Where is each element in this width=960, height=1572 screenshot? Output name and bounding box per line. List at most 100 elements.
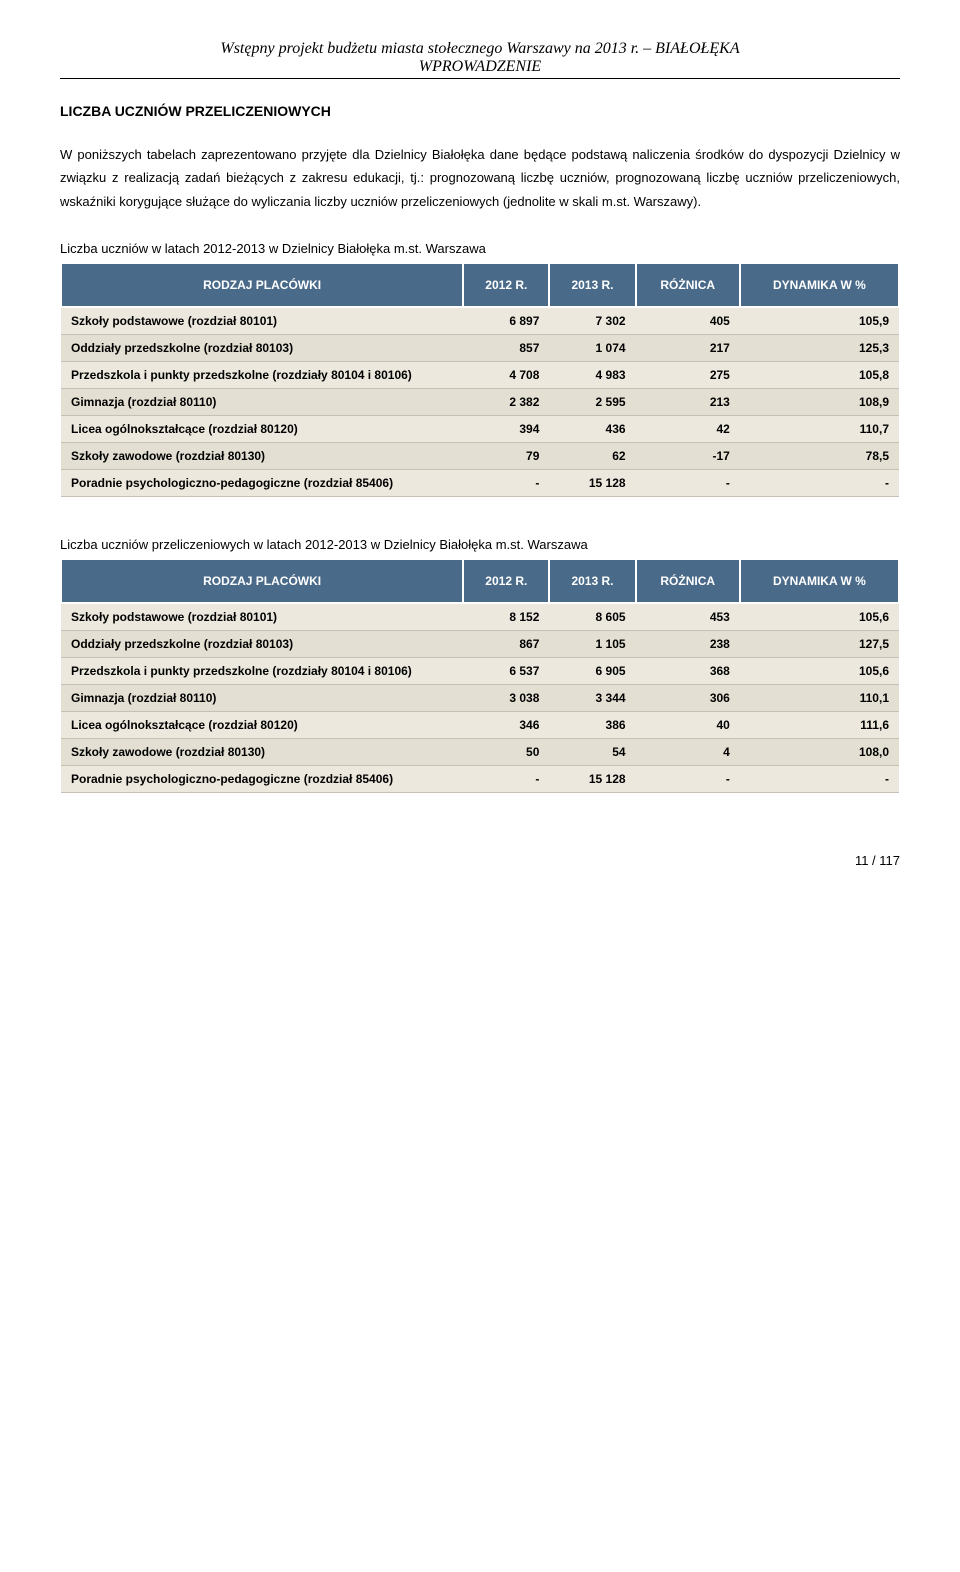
- table-1-caption: Liczba uczniów w latach 2012-2013 w Dzie…: [60, 241, 900, 256]
- cell-value: 4: [636, 739, 740, 766]
- cell-value: 7 302: [549, 307, 635, 335]
- cell-value: 217: [636, 335, 740, 362]
- cell-value: 111,6: [740, 712, 899, 739]
- cell-value: 213: [636, 389, 740, 416]
- cell-value: 54: [549, 739, 635, 766]
- table-row: Oddziały przedszkolne (rozdział 80103) 8…: [61, 631, 899, 658]
- cell-value: 8 605: [549, 603, 635, 631]
- table-row: Poradnie psychologiczno-pedagogiczne (ro…: [61, 766, 899, 793]
- col-header-2012: 2012 R.: [463, 263, 549, 307]
- cell-value: -: [463, 766, 549, 793]
- cell-value: 2 382: [463, 389, 549, 416]
- table-header-row: RODZAJ PLACÓWKI 2012 R. 2013 R. RÓŻNICA …: [61, 559, 899, 603]
- cell-value: 105,9: [740, 307, 899, 335]
- row-label: Poradnie psychologiczno-pedagogiczne (ro…: [61, 766, 463, 793]
- row-label: Licea ogólnokształcące (rozdział 80120): [61, 712, 463, 739]
- intro-paragraph: W poniższych tabelach zaprezentowano prz…: [60, 143, 900, 213]
- row-label: Szkoły zawodowe (rozdział 80130): [61, 443, 463, 470]
- cell-value: 857: [463, 335, 549, 362]
- table-row: Przedszkola i punkty przedszkolne (rozdz…: [61, 658, 899, 685]
- table-row: Szkoły podstawowe (rozdział 80101) 8 152…: [61, 603, 899, 631]
- table-row: Licea ogólnokształcące (rozdział 80120) …: [61, 712, 899, 739]
- cell-value: 15 128: [549, 470, 635, 497]
- header-line-1: Wstępny projekt budżetu miasta stołeczne…: [220, 40, 739, 57]
- col-header-2013: 2013 R.: [549, 263, 635, 307]
- cell-value: -: [740, 470, 899, 497]
- document-header: Wstępny projekt budżetu miasta stołeczne…: [60, 40, 900, 79]
- cell-value: 8 152: [463, 603, 549, 631]
- cell-value: 3 344: [549, 685, 635, 712]
- col-header-diff: RÓŻNICA: [636, 263, 740, 307]
- cell-value: 6 537: [463, 658, 549, 685]
- cell-value: 108,9: [740, 389, 899, 416]
- cell-value: 453: [636, 603, 740, 631]
- cell-value: 3 038: [463, 685, 549, 712]
- col-header-type: RODZAJ PLACÓWKI: [61, 263, 463, 307]
- cell-value: 62: [549, 443, 635, 470]
- table-row: Licea ogólnokształcące (rozdział 80120) …: [61, 416, 899, 443]
- cell-value: 105,6: [740, 603, 899, 631]
- cell-value: 436: [549, 416, 635, 443]
- table-row: Poradnie psychologiczno-pedagogiczne (ro…: [61, 470, 899, 497]
- cell-value: 275: [636, 362, 740, 389]
- section-title: LICZBA UCZNIÓW PRZELICZENIOWYCH: [60, 103, 900, 119]
- cell-value: -: [636, 766, 740, 793]
- cell-value: 1 105: [549, 631, 635, 658]
- cell-value: 125,3: [740, 335, 899, 362]
- col-header-2013: 2013 R.: [549, 559, 635, 603]
- row-label: Szkoły zawodowe (rozdział 80130): [61, 739, 463, 766]
- cell-value: 6 905: [549, 658, 635, 685]
- cell-value: 6 897: [463, 307, 549, 335]
- cell-value: 867: [463, 631, 549, 658]
- cell-value: 42: [636, 416, 740, 443]
- cell-value: 306: [636, 685, 740, 712]
- cell-value: 2 595: [549, 389, 635, 416]
- row-label: Licea ogólnokształcące (rozdział 80120): [61, 416, 463, 443]
- row-label: Oddziały przedszkolne (rozdział 80103): [61, 335, 463, 362]
- cell-value: 4 983: [549, 362, 635, 389]
- cell-value: 110,1: [740, 685, 899, 712]
- cell-value: 110,7: [740, 416, 899, 443]
- table-row: Szkoły podstawowe (rozdział 80101) 6 897…: [61, 307, 899, 335]
- col-header-2012: 2012 R.: [463, 559, 549, 603]
- row-label: Oddziały przedszkolne (rozdział 80103): [61, 631, 463, 658]
- cell-value: 15 128: [549, 766, 635, 793]
- row-label: Przedszkola i punkty przedszkolne (rozdz…: [61, 658, 463, 685]
- row-label: Gimnazja (rozdział 80110): [61, 685, 463, 712]
- cell-value: -: [636, 470, 740, 497]
- cell-value: 108,0: [740, 739, 899, 766]
- row-label: Poradnie psychologiczno-pedagogiczne (ro…: [61, 470, 463, 497]
- cell-value: 40: [636, 712, 740, 739]
- cell-value: -: [463, 470, 549, 497]
- row-label: Gimnazja (rozdział 80110): [61, 389, 463, 416]
- table-row: Gimnazja (rozdział 80110) 3 038 3 344 30…: [61, 685, 899, 712]
- cell-value: 50: [463, 739, 549, 766]
- cell-value: 105,8: [740, 362, 899, 389]
- table-students-converted: RODZAJ PLACÓWKI 2012 R. 2013 R. RÓŻNICA …: [60, 558, 900, 793]
- cell-value: 4 708: [463, 362, 549, 389]
- row-label: Przedszkola i punkty przedszkolne (rozdz…: [61, 362, 463, 389]
- table-students: RODZAJ PLACÓWKI 2012 R. 2013 R. RÓŻNICA …: [60, 262, 900, 497]
- cell-value: 386: [549, 712, 635, 739]
- cell-value: -: [740, 766, 899, 793]
- col-header-dynamics: DYNAMIKA W %: [740, 263, 899, 307]
- page-number: 11 / 117: [60, 853, 900, 868]
- cell-value: 105,6: [740, 658, 899, 685]
- cell-value: 79: [463, 443, 549, 470]
- table-row: Szkoły zawodowe (rozdział 80130) 50 54 4…: [61, 739, 899, 766]
- cell-value: 78,5: [740, 443, 899, 470]
- col-header-dynamics: DYNAMIKA W %: [740, 559, 899, 603]
- table-row: Oddziały przedszkolne (rozdział 80103) 8…: [61, 335, 899, 362]
- cell-value: 238: [636, 631, 740, 658]
- row-label: Szkoły podstawowe (rozdział 80101): [61, 603, 463, 631]
- cell-value: 127,5: [740, 631, 899, 658]
- cell-value: -17: [636, 443, 740, 470]
- table-header-row: RODZAJ PLACÓWKI 2012 R. 2013 R. RÓŻNICA …: [61, 263, 899, 307]
- cell-value: 394: [463, 416, 549, 443]
- col-header-type: RODZAJ PLACÓWKI: [61, 559, 463, 603]
- table-2-caption: Liczba uczniów przeliczeniowych w latach…: [60, 537, 900, 552]
- table-row: Gimnazja (rozdział 80110) 2 382 2 595 21…: [61, 389, 899, 416]
- table-row: Szkoły zawodowe (rozdział 80130) 79 62 -…: [61, 443, 899, 470]
- cell-value: 405: [636, 307, 740, 335]
- header-line-2: WPROWADZENIE: [419, 58, 541, 75]
